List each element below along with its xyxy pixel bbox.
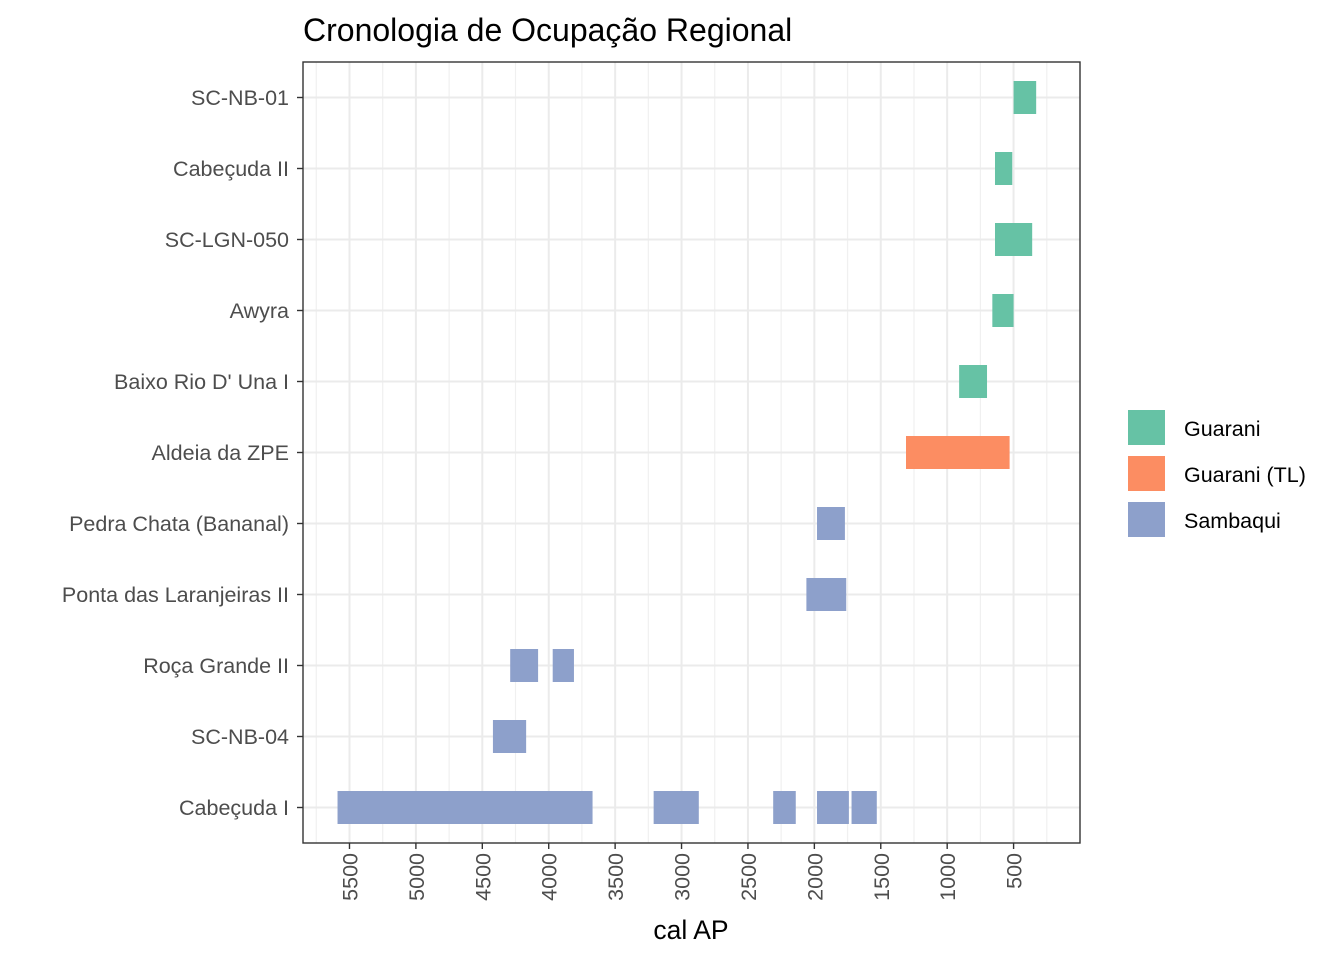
y-tick-label: SC-LGN-050 [165, 228, 289, 252]
x-tick-label: 1500 [870, 853, 894, 901]
chart-title: Cronologia de Ocupação Regional [303, 12, 792, 48]
x-tick-label: 5000 [405, 853, 429, 901]
legend-key [1128, 410, 1165, 445]
y-tick-label: Cabeçuda II [173, 157, 289, 181]
x-tick-label: 2000 [803, 853, 827, 901]
range-bar [337, 791, 593, 824]
y-tick-label: Baixo Rio D' Una I [114, 370, 289, 394]
legend-key [1128, 456, 1165, 491]
range-bar [994, 152, 1013, 185]
range-bar [994, 223, 1033, 256]
x-axis: 5500 5000 4500 4000 3500 3000 2500 2000 1500 1000… [338, 843, 1027, 901]
x-tick-label: 4000 [538, 853, 562, 901]
range-bar [510, 649, 539, 682]
legend-label: Guarani (TL) [1184, 463, 1306, 487]
x-tick-label: 3500 [604, 853, 628, 901]
legend: Guarani Guarani (TL) Sambaqui [1128, 410, 1306, 537]
x-tick-label: 500 [1003, 853, 1027, 889]
y-tick-label: Ponta das Laranjeiras II [62, 583, 289, 607]
range-bar [492, 720, 527, 753]
y-tick-label: Awyra [230, 299, 289, 323]
range-bar [806, 578, 847, 611]
y-axis: SC-NB-01 Cabeçuda II SC-LGN-050 Awyra Baixo … [62, 86, 303, 820]
x-tick-label: 3000 [671, 853, 695, 901]
x-axis-label: cal AP [653, 915, 728, 945]
x-tick-label: 2500 [737, 853, 761, 901]
range-bar [959, 365, 988, 398]
range-bar [817, 791, 849, 824]
range-bar [552, 649, 574, 682]
y-tick-label: Roça Grande II [143, 654, 289, 678]
y-tick-label: Aldeia da ZPE [152, 441, 289, 465]
x-tick-label: 5500 [338, 853, 362, 901]
legend-label: Sambaqui [1184, 509, 1281, 533]
range-bar [851, 791, 877, 824]
y-tick-label: Pedra Chata (Bananal) [69, 512, 289, 536]
plot-panel [302, 61, 1081, 844]
range-bar [817, 507, 845, 540]
y-tick-label: SC-NB-01 [191, 86, 289, 110]
legend-key [1128, 502, 1165, 537]
range-bar [653, 791, 699, 824]
legend-label: Guarani [1184, 417, 1261, 441]
x-tick-label: 1000 [936, 853, 960, 901]
range-bar [906, 436, 1010, 469]
x-tick-label: 4500 [471, 853, 495, 901]
range-bar [773, 791, 796, 824]
range-bar [1013, 81, 1037, 114]
range-bar [992, 294, 1014, 327]
y-tick-label: SC-NB-04 [191, 725, 289, 749]
y-tick-label: Cabeçuda I [179, 796, 289, 820]
range-bars [337, 81, 1037, 824]
